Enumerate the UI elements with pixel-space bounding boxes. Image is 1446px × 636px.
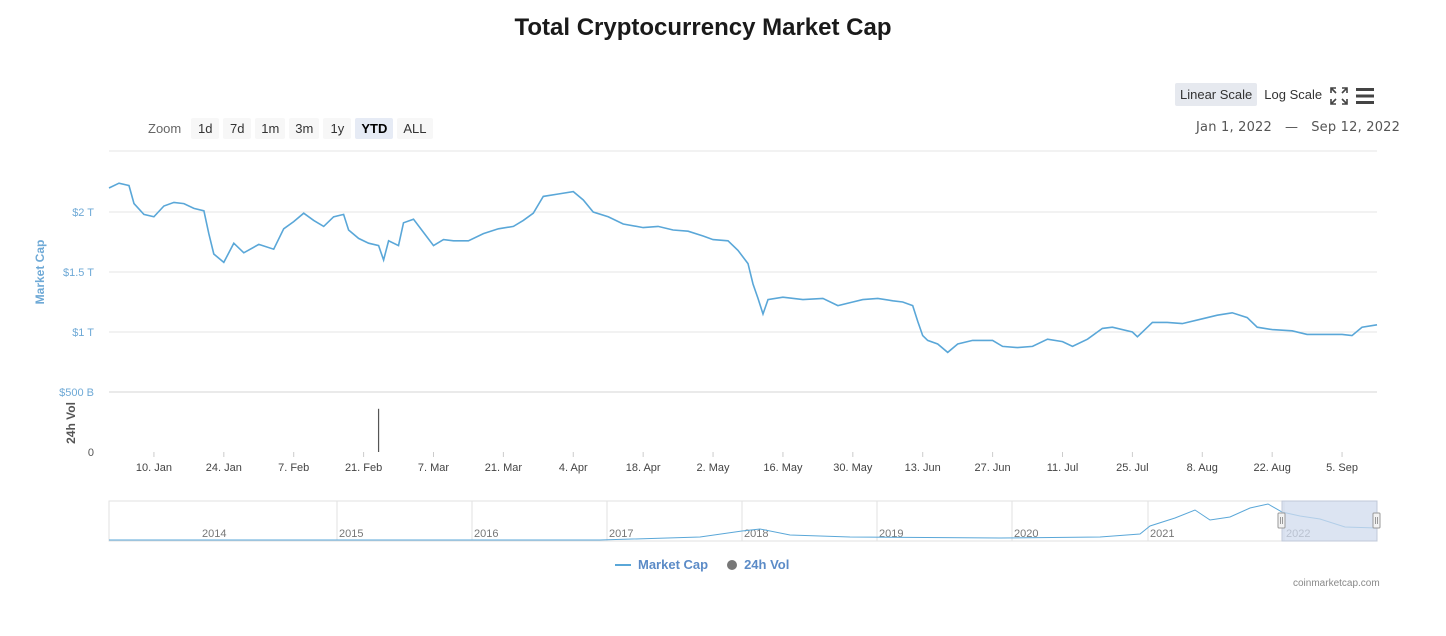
y-tick-label: 0: [88, 447, 94, 459]
y-axis-label: Market Cap: [33, 240, 47, 305]
legend-24h-vol[interactable]: 24h Vol: [726, 557, 789, 572]
x-tick-label: 21. Feb: [345, 462, 382, 474]
zoom-1y-button[interactable]: 1y: [323, 118, 352, 139]
vol-bar: [377, 408, 380, 452]
x-tick-label: 13. Jun: [905, 462, 941, 474]
zoom-controls: Zoom 1d 7d 1m 3m 1y YTD ALL: [148, 118, 433, 139]
vol-axis-label: 24h Vol: [64, 402, 78, 444]
x-tick-label: 24. Jan: [206, 462, 242, 474]
navigator-series-line: [109, 503, 1378, 541]
legend: Market Cap 24h Vol: [614, 557, 789, 572]
navigator-year-label: 2022: [1286, 528, 1310, 540]
scale-toggle: Linear Scale Log Scale: [1175, 83, 1327, 106]
x-tick-label: 11. Jul: [1047, 462, 1079, 474]
date-range: Jan 1, 2022 — Sep 12, 2022: [1196, 120, 1400, 135]
navigator-year-label: 2015: [339, 528, 363, 540]
expand-icon[interactable]: [1329, 86, 1349, 106]
legend-line-icon: [615, 563, 631, 566]
x-tick-label: 10. Jan: [136, 462, 172, 474]
x-tick-label: 30. May: [833, 462, 873, 474]
hamburger-menu-icon[interactable]: [1355, 86, 1375, 106]
legend-market-cap-label: Market Cap: [638, 557, 709, 572]
legend-24h-vol-label: 24h Vol: [744, 557, 790, 572]
x-tick-label: 22. Aug: [1254, 462, 1291, 474]
x-tick-label: 2. May: [697, 462, 731, 474]
y-tick-label: $2 T: [72, 207, 94, 219]
x-tick-label: 7. Feb: [278, 462, 309, 474]
navigator-year-label: 2021: [1150, 528, 1174, 540]
x-tick-label: 18. Apr: [626, 462, 661, 474]
zoom-ytd-button[interactable]: YTD: [355, 118, 394, 139]
navigator-selection: [1281, 500, 1378, 542]
y-tick-label: $500 B: [59, 387, 94, 399]
date-range-separator: —: [1285, 120, 1299, 135]
credits-link[interactable]: coinmarketcap.com: [1293, 578, 1380, 589]
zoom-1d-button[interactable]: 1d: [191, 118, 220, 139]
x-tick-label: 21. Mar: [485, 462, 523, 474]
y-tick-label: $1 T: [72, 327, 94, 339]
navigator-year-label: 2018: [744, 528, 768, 540]
zoom-label: Zoom: [148, 121, 182, 136]
zoom-1m-button[interactable]: 1m: [255, 118, 286, 139]
x-tick-label: 27. Jun: [975, 462, 1011, 474]
navigator[interactable]: 2014 2015 2016 2017 2018 2019 2020 2021 2022: [108, 500, 1381, 542]
navigator-year-label: 2016: [474, 528, 498, 540]
legend-market-cap[interactable]: Market Cap: [614, 557, 708, 572]
x-tick-label: 7. Mar: [418, 462, 450, 474]
legend-dot-icon: [727, 559, 738, 570]
zoom-all-button[interactable]: ALL: [397, 118, 433, 139]
navigator-year-label: 2019: [879, 528, 903, 540]
log-scale-button[interactable]: Log Scale: [1264, 87, 1323, 102]
navigator-year-label: 2017: [609, 528, 633, 540]
x-tick-label: 16. May: [763, 462, 803, 474]
zoom-7d-button[interactable]: 7d: [223, 118, 252, 139]
x-tick-label: 25. Jul: [1116, 462, 1148, 474]
navigator-right-handle[interactable]: [1372, 512, 1381, 529]
x-tick-label: 5. Sep: [1326, 462, 1358, 474]
zoom-3m-button[interactable]: 3m: [289, 118, 320, 139]
date-range-to[interactable]: Sep 12, 2022: [1311, 120, 1401, 135]
market-cap-series-line: [108, 182, 1378, 354]
date-range-from[interactable]: Jan 1, 2022: [1196, 120, 1272, 135]
x-tick-label: 4. Apr: [559, 462, 588, 474]
linear-scale-button[interactable]: Linear Scale: [1175, 83, 1258, 106]
x-tick-label: 8. Aug: [1187, 462, 1218, 474]
y-tick-label: $1.5 T: [63, 267, 94, 279]
navigator-left-handle[interactable]: [1277, 512, 1286, 529]
navigator-year-label: 2020: [1014, 528, 1038, 540]
navigator-year-label: 2014: [202, 528, 226, 540]
chart-title: Total Cryptocurrency Market Cap: [514, 14, 892, 41]
